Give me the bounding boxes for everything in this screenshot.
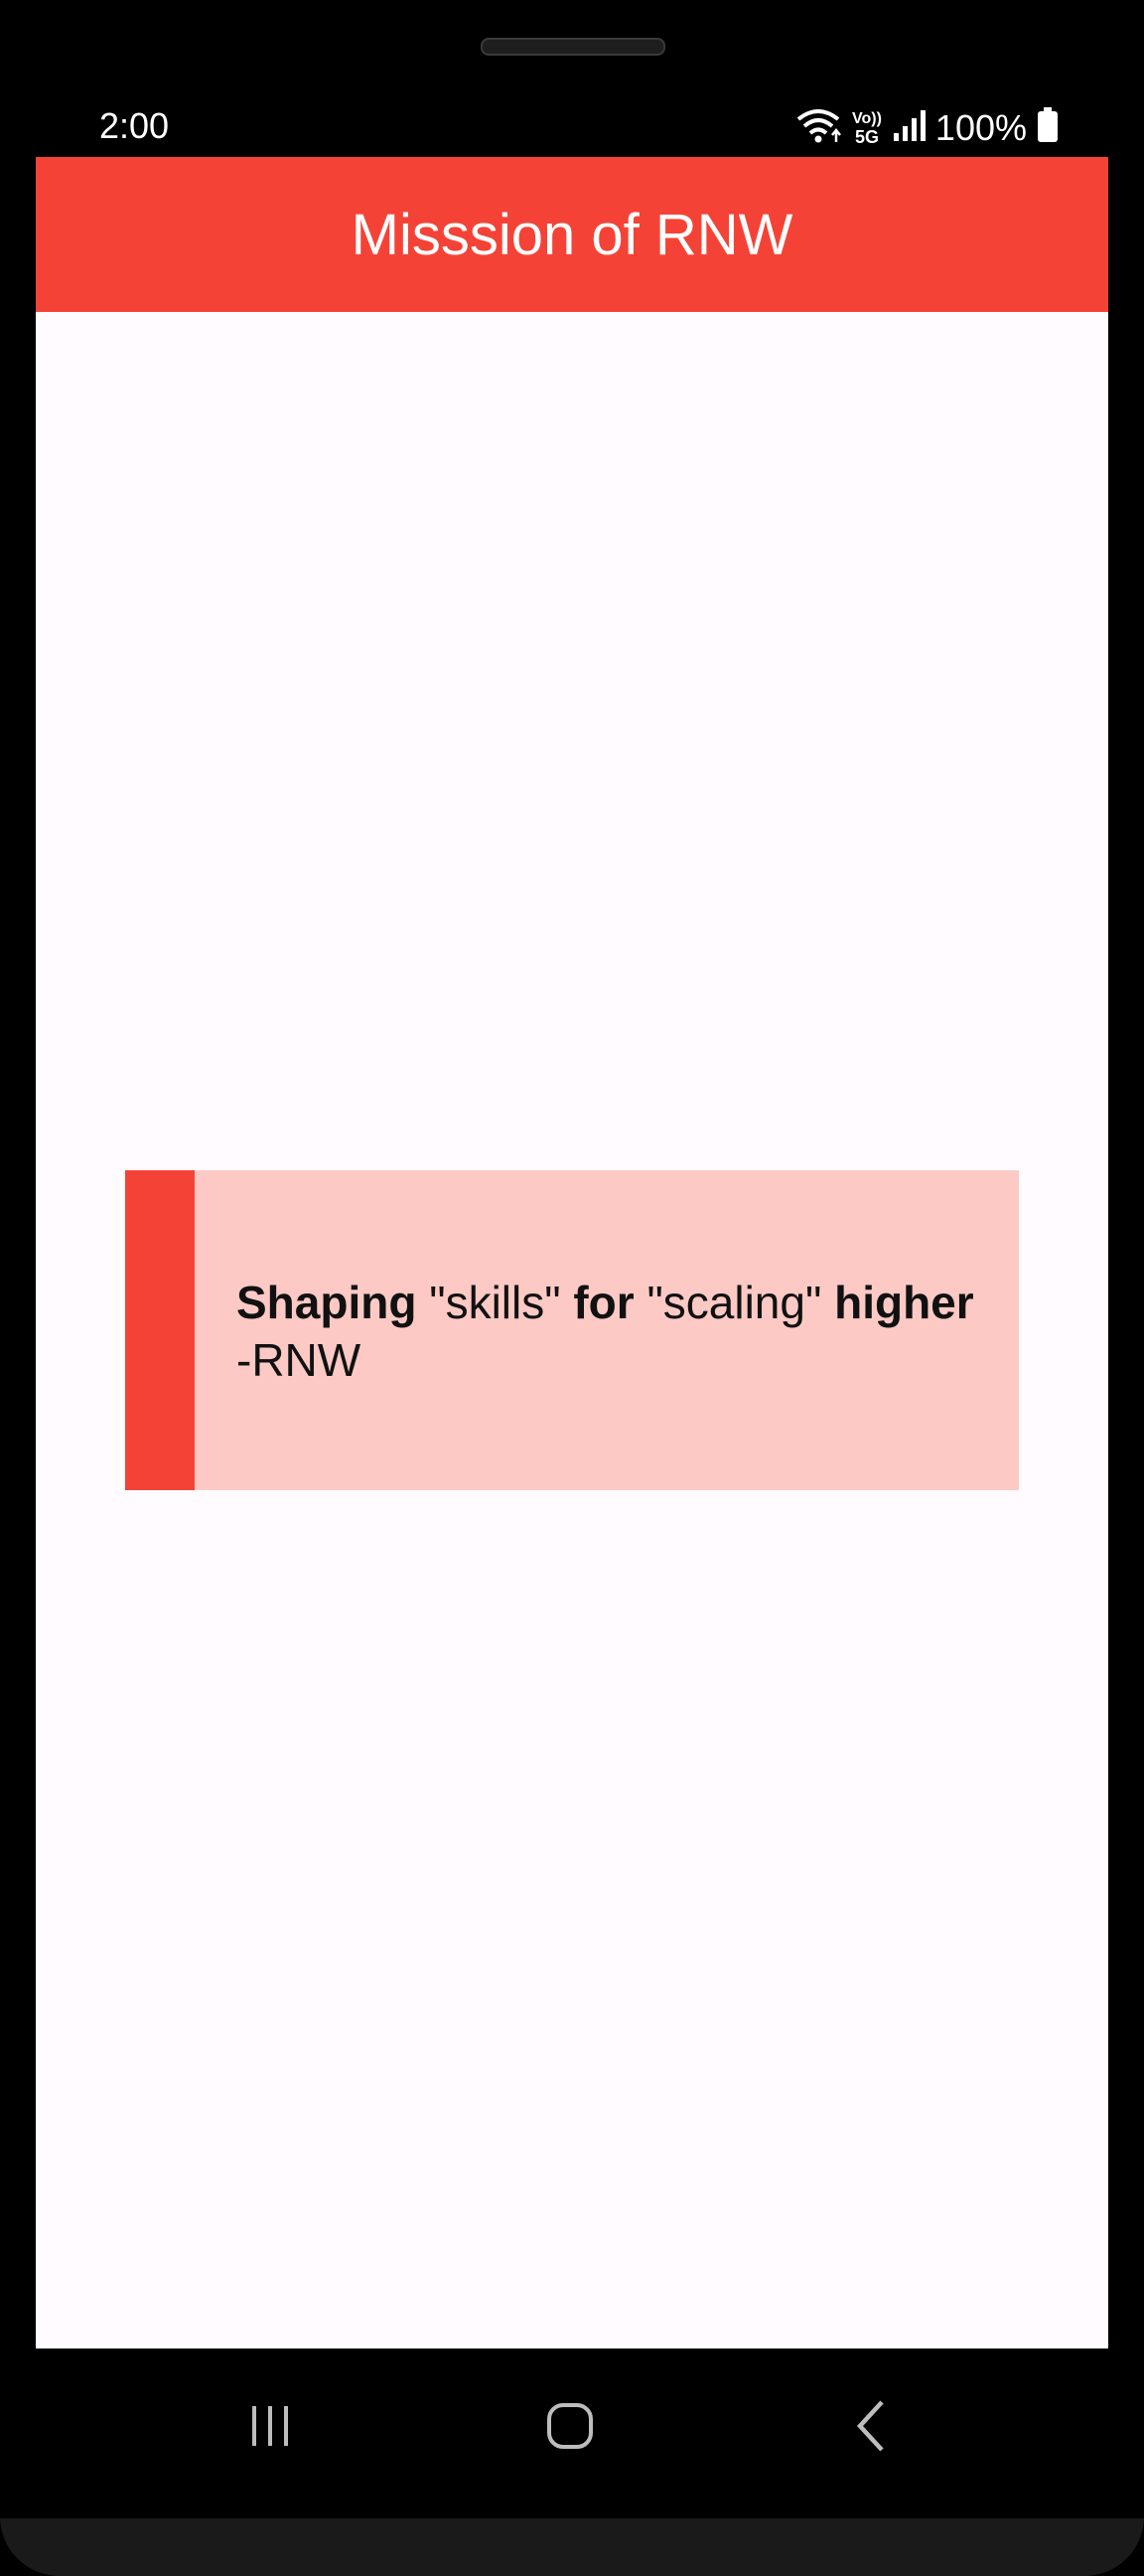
battery-icon — [1037, 107, 1059, 148]
quote-word-higher: higher — [834, 1277, 974, 1328]
earpiece-speaker — [481, 38, 665, 56]
home-icon — [545, 2401, 595, 2456]
recent-apps-button[interactable] — [230, 2388, 310, 2468]
quote-word-scaling: "scaling" — [634, 1277, 835, 1328]
home-button[interactable] — [530, 2388, 610, 2468]
signal-icon — [892, 107, 926, 148]
volte-5g-icon: Vo)) 5G — [852, 110, 882, 146]
quote-word-for: for — [573, 1277, 635, 1328]
quote-attribution: -RNW — [236, 1334, 361, 1386]
status-time: 2:00 — [99, 105, 170, 146]
mission-quote: Shaping "skills" for "scaling" higher -R… — [236, 1274, 1011, 1389]
wifi-icon — [794, 105, 842, 150]
quote-word-skills: "skills" — [416, 1277, 574, 1328]
back-button[interactable] — [832, 2388, 912, 2468]
battery-percent: 100% — [934, 106, 1027, 148]
page-title: Misssion of RNW — [351, 202, 793, 267]
navigation-bar — [0, 2349, 1144, 2518]
quote-word-shaping: Shaping — [236, 1277, 417, 1328]
app-screen: Misssion of RNW Shaping "skills" for "sc… — [36, 157, 1108, 2349]
app-bar: Misssion of RNW — [36, 157, 1108, 312]
recent-apps-icon — [246, 2402, 294, 2455]
status-bar: 2:00 Vo)) 5G — [36, 99, 1108, 157]
quote-accent-bar — [125, 1170, 195, 1490]
network-type-label: 5G — [854, 126, 879, 147]
back-icon — [852, 2398, 892, 2459]
mission-quote-card: Shaping "skills" for "scaling" higher -R… — [125, 1170, 1019, 1490]
bottom-bezel — [0, 2518, 1144, 2576]
status-icons: Vo)) 5G 100% — [794, 105, 1059, 150]
volte-label: Vo)) — [852, 109, 882, 127]
